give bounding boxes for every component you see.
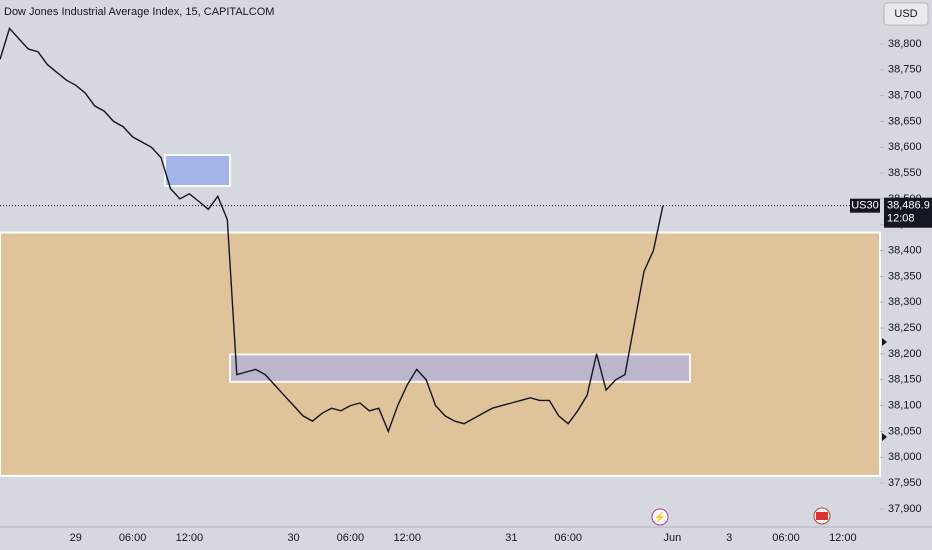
y-tick-label: 37,950	[888, 477, 922, 489]
y-tick-label: 38,350	[888, 270, 922, 282]
x-tick-label: 30	[287, 532, 299, 544]
y-tick-label: 38,200	[888, 348, 922, 360]
price-tag	[884, 197, 932, 228]
y-tick-label: 38,400	[888, 244, 922, 256]
y-tick-label: 38,250	[888, 322, 922, 334]
x-tick-label: 06:00	[337, 532, 365, 544]
price-label: 38,486.9	[887, 200, 930, 212]
x-tick-label: 29	[70, 532, 82, 544]
event-icon[interactable]	[651, 508, 669, 526]
symbol-label: US30	[851, 200, 879, 212]
zone	[164, 154, 231, 187]
countdown-label: 12:08	[887, 213, 915, 225]
x-tick-label: Jun	[663, 532, 681, 544]
flag-icon-stripes	[816, 512, 828, 520]
y-tick-label: 38,800	[888, 38, 922, 50]
x-tick-label: 12:00	[393, 532, 421, 544]
x-tick-label: 3	[726, 532, 732, 544]
x-tick-label: 06:00	[772, 532, 800, 544]
symbol-tag	[850, 198, 880, 213]
y-tick-label: 38,600	[888, 141, 922, 153]
y-tick-label: 38,300	[888, 296, 922, 308]
y-tick-label: 37,900	[888, 503, 922, 515]
currency-button[interactable]	[883, 2, 929, 26]
y-tick-label: 38,700	[888, 89, 922, 101]
y-tick-label: 38,050	[888, 425, 922, 437]
x-tick-label: 06:00	[119, 532, 147, 544]
event-icon-glyph: ⚡	[654, 511, 666, 524]
y-tick-label: 38,750	[888, 64, 922, 76]
x-tick-label: 12:00	[176, 532, 204, 544]
price-line	[0, 27, 664, 434]
x-tick-label: 12:00	[829, 532, 857, 544]
y-tick-label: 38,150	[888, 374, 922, 386]
y-tick-label: 38,550	[888, 167, 922, 179]
y-tick-label: 38,100	[888, 399, 922, 411]
chart-title: Dow Jones Industrial Average Index, 15, …	[4, 6, 274, 18]
x-tick-label: 06:00	[554, 532, 582, 544]
currency-label[interactable]: USD	[894, 8, 917, 20]
y-tick-label: 38,650	[888, 115, 922, 127]
y-tick-label: 38,000	[888, 451, 922, 463]
zone	[229, 353, 691, 383]
x-tick-label: 31	[505, 532, 517, 544]
